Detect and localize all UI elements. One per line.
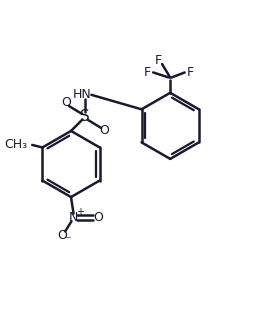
Text: O: O bbox=[93, 211, 103, 224]
Text: F: F bbox=[187, 66, 194, 79]
Text: F: F bbox=[144, 66, 151, 79]
Text: ⁻: ⁻ bbox=[64, 234, 71, 247]
Text: N: N bbox=[69, 211, 78, 224]
Text: HN: HN bbox=[73, 88, 92, 101]
Text: CH₃: CH₃ bbox=[4, 138, 27, 152]
Text: O: O bbox=[99, 124, 109, 137]
Text: O: O bbox=[57, 229, 67, 242]
Text: S: S bbox=[80, 110, 90, 124]
Text: +: + bbox=[76, 207, 84, 217]
Text: F: F bbox=[155, 54, 162, 68]
Text: O: O bbox=[61, 96, 71, 110]
